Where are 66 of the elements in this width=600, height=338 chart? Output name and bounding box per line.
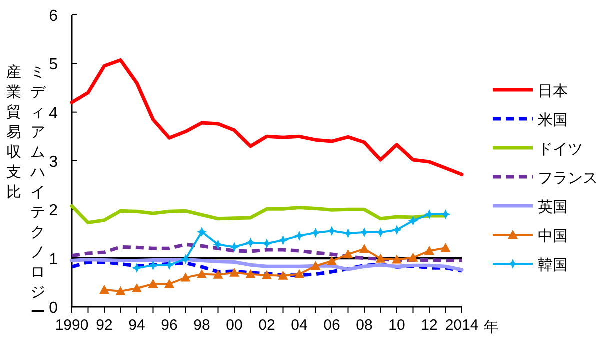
y-tick-label: 2 bbox=[49, 202, 58, 220]
legend-label: 中国 bbox=[538, 227, 568, 245]
legend-label: 英国 bbox=[538, 198, 568, 216]
y-tick-label: 5 bbox=[49, 56, 58, 74]
x-tick-label: 02 bbox=[258, 317, 276, 334]
x-tick-label: 1990 bbox=[55, 317, 89, 334]
point bbox=[343, 228, 354, 239]
y-tick-label: 1 bbox=[49, 251, 58, 268]
x-tick-label: 00 bbox=[226, 317, 243, 334]
x-tick-label: 04 bbox=[291, 317, 308, 334]
x-tick-label: 10 bbox=[388, 317, 406, 334]
point bbox=[408, 252, 418, 262]
x-tick-label: 94 bbox=[128, 317, 146, 334]
y-tick-label: 0 bbox=[49, 300, 58, 317]
y-tick-label: 3 bbox=[49, 154, 58, 171]
point bbox=[132, 263, 142, 274]
x-axis-title: 年 bbox=[484, 318, 499, 336]
legend-label: 日本 bbox=[538, 82, 568, 100]
x-tick-label: 08 bbox=[356, 317, 373, 334]
point bbox=[278, 270, 288, 280]
point bbox=[246, 269, 256, 278]
point bbox=[343, 249, 354, 258]
point bbox=[262, 270, 272, 280]
point bbox=[392, 225, 402, 236]
point bbox=[424, 246, 434, 256]
x-tick-label: 92 bbox=[96, 317, 113, 334]
point bbox=[164, 260, 174, 270]
legend-label: 韓国 bbox=[538, 256, 568, 274]
point bbox=[327, 256, 337, 266]
point bbox=[197, 227, 207, 238]
point bbox=[180, 254, 191, 264]
point bbox=[360, 244, 370, 254]
point bbox=[440, 243, 451, 252]
point bbox=[327, 226, 337, 236]
ylabel: ミディアムハイテクノロジー産業貿易収支比 bbox=[6, 62, 46, 322]
x-tick-label: 12 bbox=[421, 317, 438, 334]
y-tick-label: 6 bbox=[49, 8, 58, 25]
y-tick-label: 4 bbox=[49, 105, 58, 122]
x-tick-label: 2014 bbox=[445, 317, 479, 334]
point bbox=[408, 216, 418, 226]
point bbox=[392, 254, 402, 264]
legend-label: ドイツ bbox=[538, 140, 583, 158]
point bbox=[100, 284, 110, 294]
x-tick-label: 96 bbox=[161, 317, 178, 334]
legend-label: 米国 bbox=[538, 111, 568, 129]
point bbox=[213, 240, 224, 250]
point bbox=[246, 238, 256, 248]
point bbox=[164, 279, 174, 288]
point bbox=[180, 272, 191, 282]
x-tick-label: 98 bbox=[194, 317, 210, 334]
point bbox=[376, 254, 386, 263]
point bbox=[132, 284, 142, 293]
point bbox=[116, 286, 126, 296]
point bbox=[148, 279, 158, 288]
point bbox=[213, 270, 224, 279]
point bbox=[197, 269, 207, 278]
point bbox=[310, 228, 321, 238]
point bbox=[278, 235, 288, 246]
point bbox=[230, 268, 240, 277]
legend-label: フランス bbox=[538, 169, 598, 187]
point bbox=[310, 261, 321, 270]
point bbox=[294, 269, 304, 278]
x-tick-label: 06 bbox=[324, 317, 340, 334]
point bbox=[230, 242, 240, 252]
point bbox=[294, 230, 304, 241]
point bbox=[262, 238, 272, 249]
